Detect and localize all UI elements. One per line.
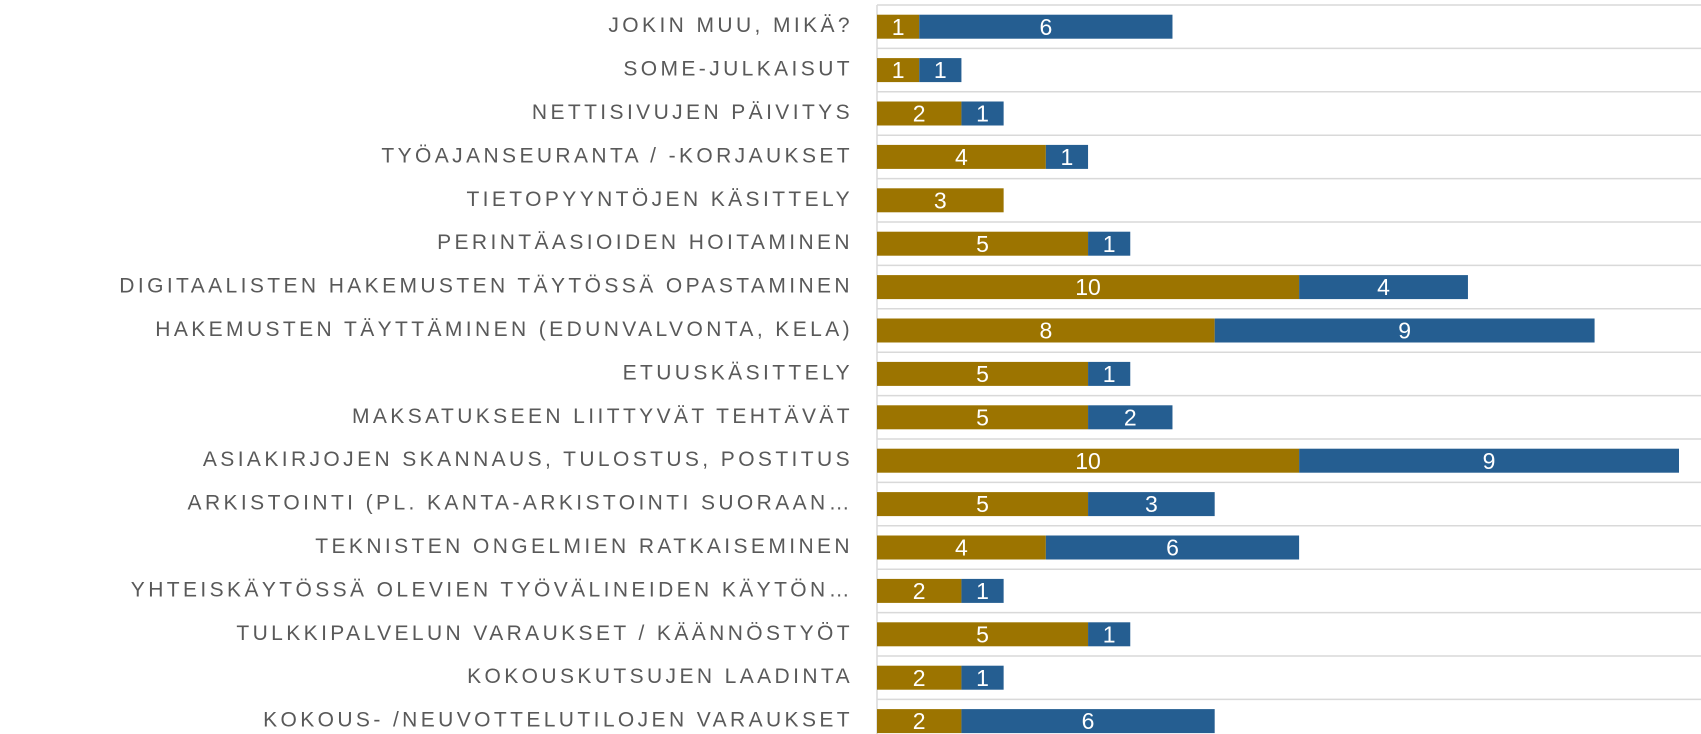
bar-segment <box>961 665 1004 690</box>
value-label: 3 <box>1145 491 1158 517</box>
value-label: 10 <box>1075 274 1101 300</box>
category-label: YHTEISKÄYTÖSSÄ OLEVIEN TYÖVÄLINEIDEN KÄY… <box>131 578 853 601</box>
value-label: 5 <box>976 491 989 517</box>
bar-segment <box>877 709 962 734</box>
bar-segment <box>877 318 1215 343</box>
bar-segment <box>1088 231 1131 256</box>
value-label: 1 <box>892 57 905 83</box>
value-label: 10 <box>1075 448 1101 474</box>
bar-segment <box>877 535 1046 560</box>
value-label: 4 <box>955 535 968 561</box>
bar-segment <box>877 101 962 126</box>
bar-segment <box>961 578 1004 603</box>
value-label: 6 <box>1082 708 1095 734</box>
value-label: 1 <box>1103 361 1116 387</box>
bar-segment <box>1088 361 1131 386</box>
value-label: 1 <box>1103 621 1116 647</box>
value-label: 2 <box>913 578 926 604</box>
bar-segment <box>877 578 962 603</box>
bar-segment <box>919 58 962 83</box>
bar-segment <box>1045 144 1089 169</box>
bar-segment <box>1045 535 1300 560</box>
category-label: DIGITAALISTEN HAKEMUSTEN TÄYTÖSSÄ OPASTA… <box>119 275 853 298</box>
value-label: 2 <box>1124 404 1137 430</box>
category-label: NETTISIVUJEN PÄIVITYS <box>532 101 853 124</box>
value-label: 2 <box>913 665 926 691</box>
category-label: SOME-JULKAISUT <box>623 58 853 81</box>
value-label: 1 <box>976 578 989 604</box>
bar-segment <box>877 492 1089 517</box>
category-label: TEKNISTEN ONGELMIEN RATKAISEMINEN <box>315 535 853 558</box>
category-label: HAKEMUSTEN TÄYTTÄMINEN (EDUNVALVONTA, KE… <box>155 318 853 341</box>
value-label: 2 <box>913 708 926 734</box>
bar-segment <box>877 275 1300 300</box>
bar-segment <box>877 448 1300 473</box>
category-label: TULKKIPALVELUN VARAUKSET / KÄÄNNÖSTYÖT <box>236 622 853 645</box>
category-label: TIETOPYYNTÖJEN KÄSITTELY <box>466 188 853 211</box>
bar-segment <box>877 361 1089 386</box>
value-label: 6 <box>1166 535 1179 561</box>
bar-segment <box>877 144 1046 169</box>
bar-segment <box>1299 275 1468 300</box>
value-label: 1 <box>1103 231 1116 257</box>
bar-segment <box>961 709 1215 734</box>
category-label: ETUUSKÄSITTELY <box>623 361 853 384</box>
bar-segment <box>877 405 1089 430</box>
value-label: 5 <box>976 361 989 387</box>
bar-segment <box>919 14 1173 39</box>
value-label: 5 <box>976 621 989 647</box>
value-label: 3 <box>934 187 947 213</box>
value-label: 1 <box>934 57 947 83</box>
bar-segment <box>877 622 1089 647</box>
category-label: KOKOUSKUTSUJEN LAADINTA <box>467 665 853 688</box>
value-label: 1 <box>1061 144 1074 170</box>
value-label: 9 <box>1483 448 1496 474</box>
category-label: ASIAKIRJOJEN SKANNAUS, TULOSTUS, POSTITU… <box>203 448 853 471</box>
category-label: PERINTÄASIOIDEN HOITAMINEN <box>437 231 853 254</box>
value-label: 5 <box>976 231 989 257</box>
value-label: 8 <box>1039 318 1052 344</box>
bar-segment <box>1088 405 1173 430</box>
value-label: 5 <box>976 404 989 430</box>
category-label: JOKIN MUU, MIKÄ? <box>608 14 853 37</box>
bar-segment <box>877 665 962 690</box>
category-label: ARKISTOINTI (PL. KANTA-ARKISTOINTI SUORA… <box>188 492 853 515</box>
value-label: 4 <box>1377 274 1390 300</box>
value-label: 9 <box>1398 318 1411 344</box>
bar-segment <box>1088 622 1131 647</box>
value-label: 2 <box>913 101 926 127</box>
bar-segment <box>1299 448 1679 473</box>
bar-segment <box>877 14 920 39</box>
bar-segment <box>1214 318 1595 343</box>
value-label: 1 <box>976 665 989 691</box>
bar-segment <box>877 58 920 83</box>
bar-segment <box>961 101 1004 126</box>
value-label: 1 <box>976 101 989 127</box>
category-label: KOKOUS- /NEUVOTTELUTILOJEN VARAUKSET <box>263 709 853 732</box>
value-label: 1 <box>892 14 905 40</box>
category-label: MAKSATUKSEEN LIITTYVÄT TEHTÄVÄT <box>352 405 853 428</box>
category-label: TYÖAJANSEURANTA / -KORJAUKSET <box>381 144 853 167</box>
bar-segment <box>877 188 1004 213</box>
value-label: 6 <box>1039 14 1052 40</box>
bar-segment <box>877 231 1089 256</box>
bar-segment <box>1088 492 1215 517</box>
value-label: 4 <box>955 144 968 170</box>
